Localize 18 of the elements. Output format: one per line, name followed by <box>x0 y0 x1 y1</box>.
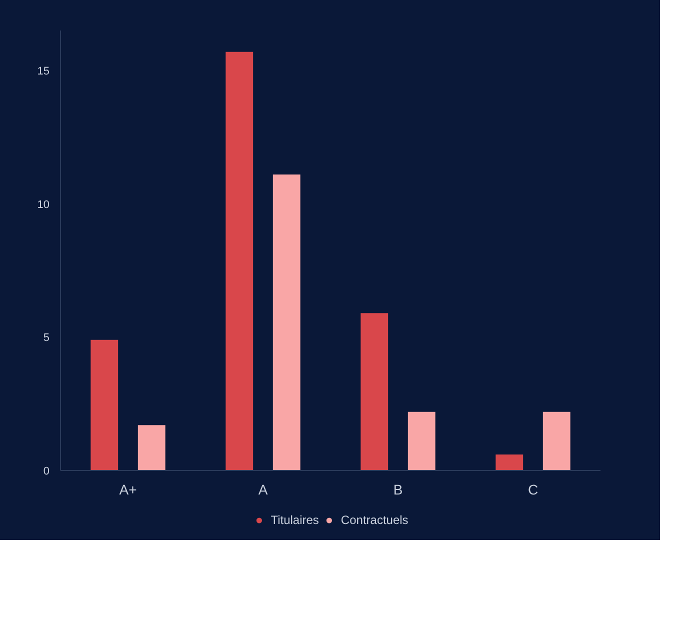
y-tick-label: 10 <box>37 198 50 211</box>
bar <box>138 425 166 470</box>
bar <box>360 313 388 470</box>
x-tick-label: A <box>258 482 268 498</box>
bar <box>496 454 524 470</box>
legend-label: Contractuels <box>340 513 408 527</box>
bar <box>90 340 118 470</box>
bar <box>408 412 436 470</box>
y-tick-label: 15 <box>37 66 50 78</box>
bar <box>542 412 570 470</box>
bar <box>272 174 300 470</box>
bar <box>226 52 254 470</box>
y-tick-label: 0 <box>43 466 50 478</box>
x-tick-label: C <box>528 482 538 498</box>
x-tick-label: B <box>393 482 403 498</box>
y-tick-label: 5 <box>43 332 50 344</box>
x-tick-label: A+ <box>119 482 137 498</box>
legend-label: Titulaires <box>270 513 319 527</box>
